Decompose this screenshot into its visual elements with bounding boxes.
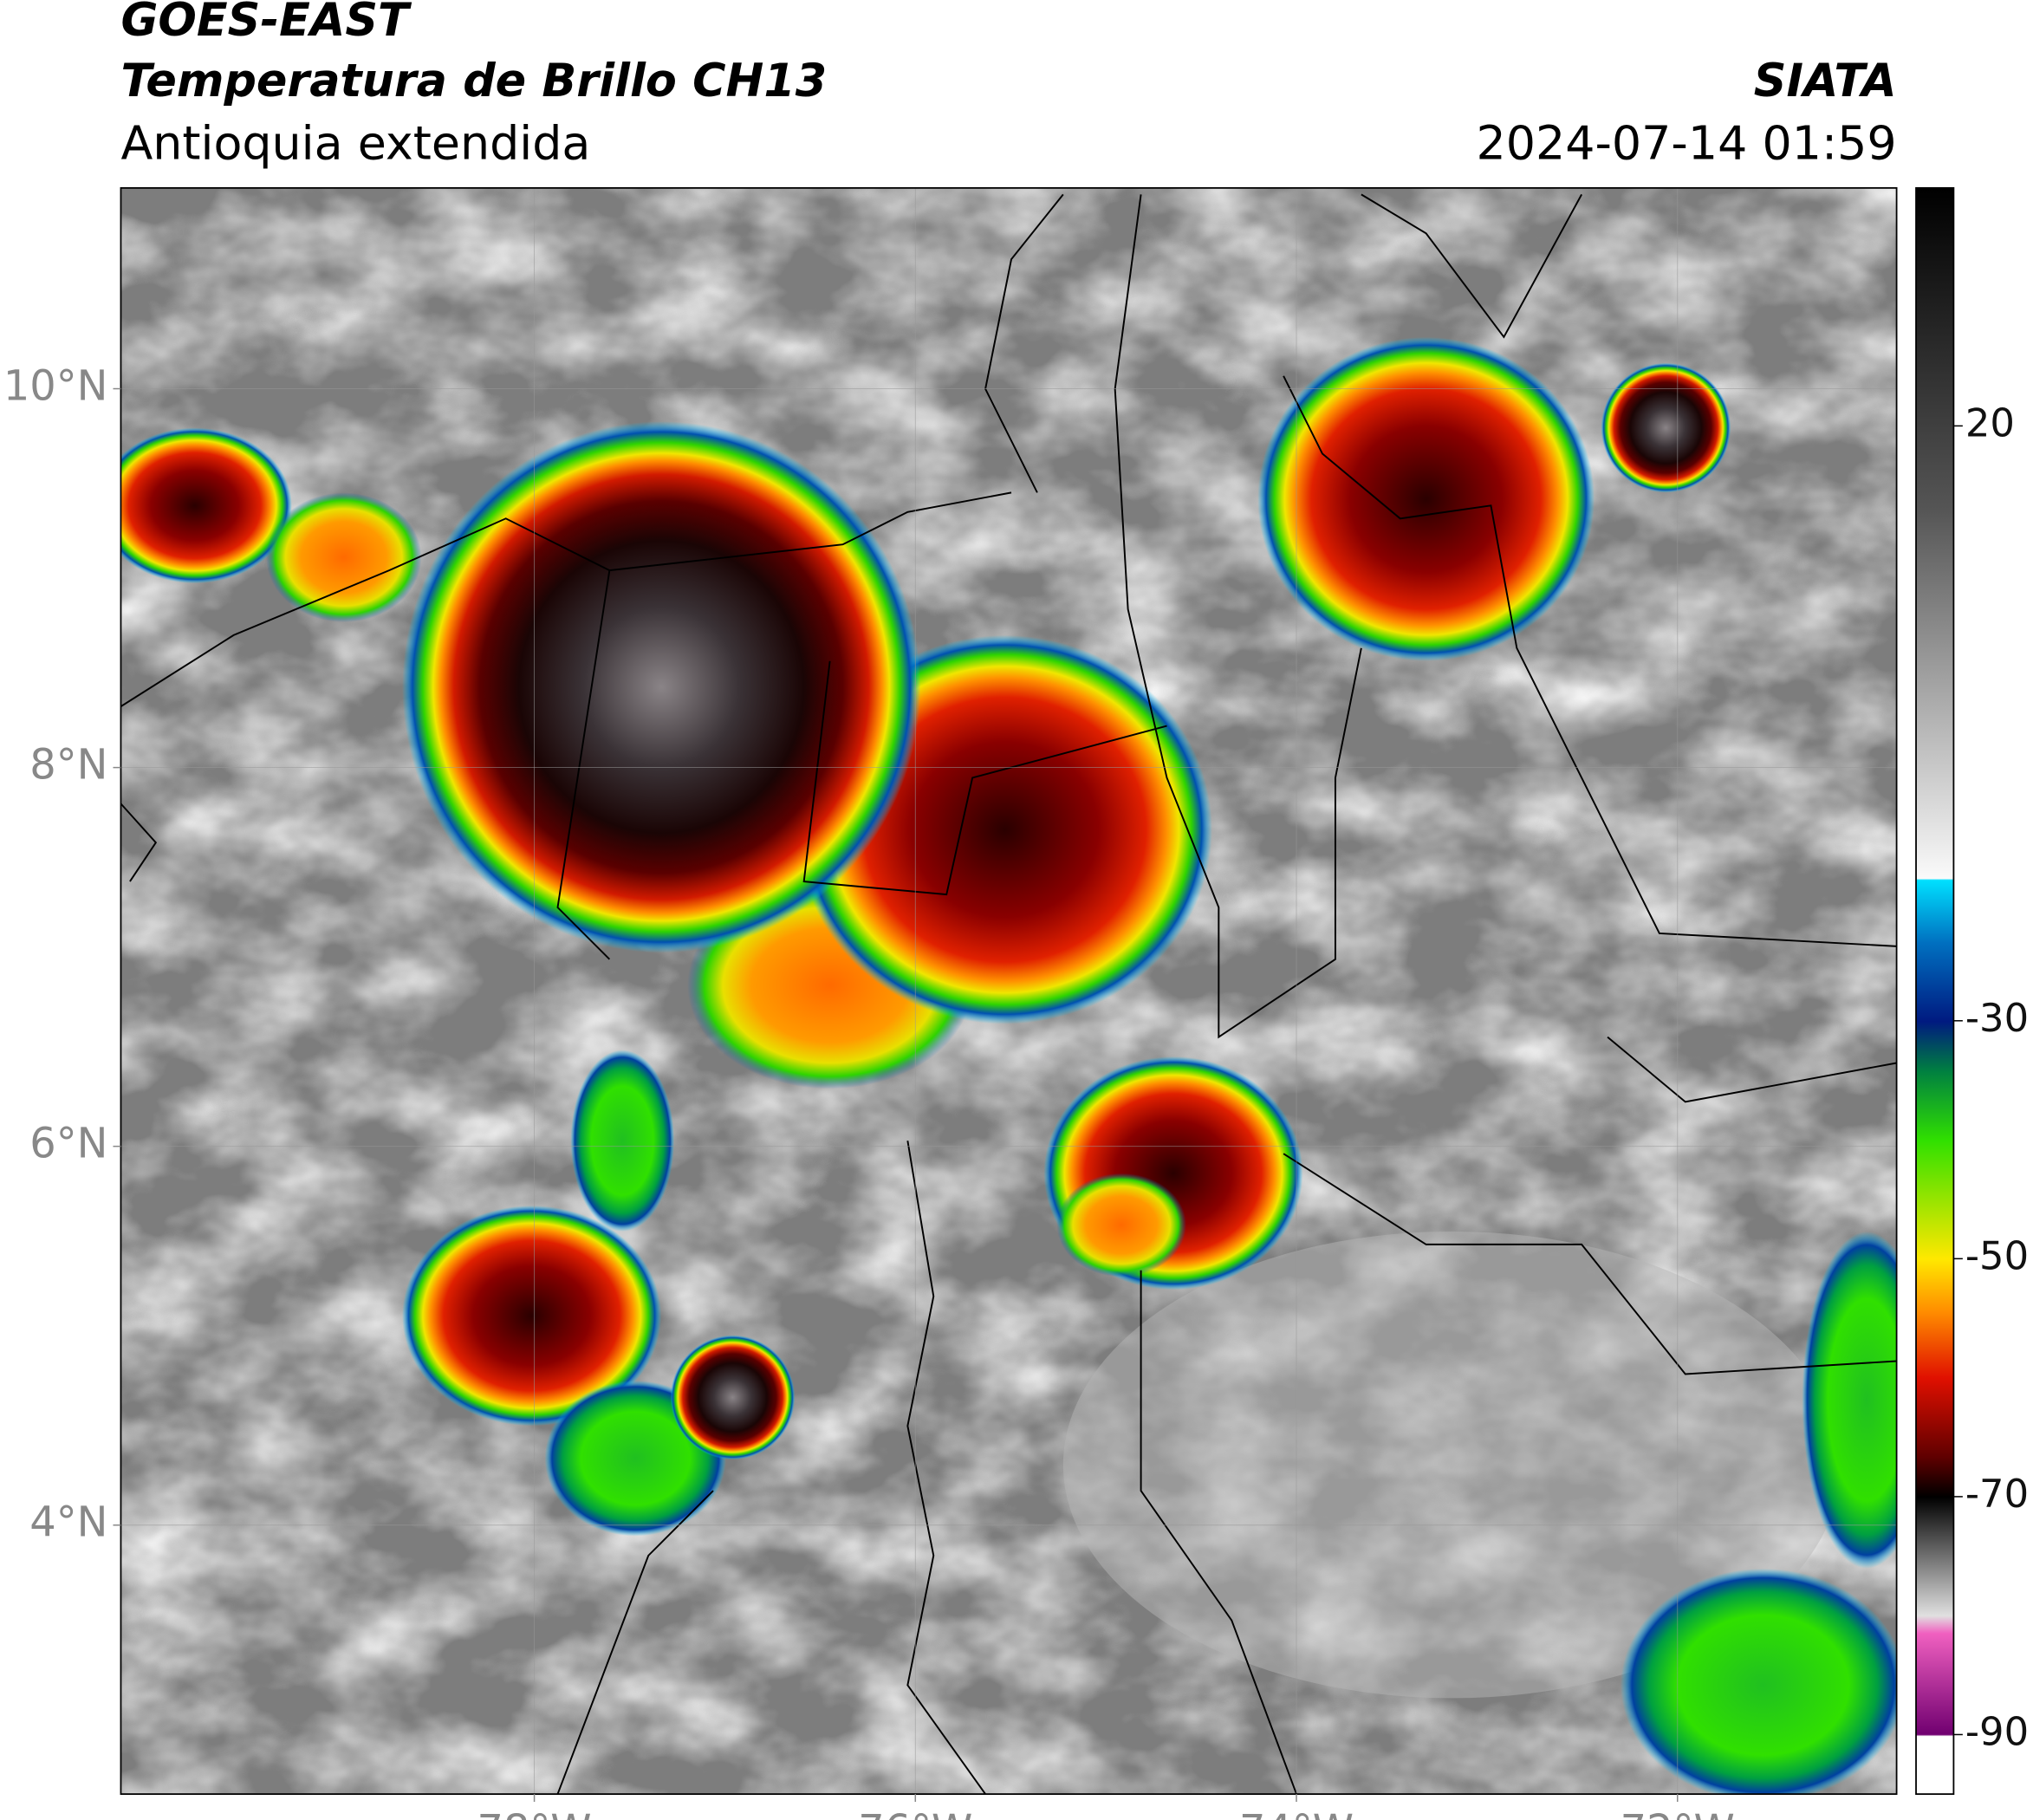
- colorbar-tick-label: -50: [1965, 1232, 2029, 1278]
- y-tick-label: 4°N: [29, 1499, 107, 1547]
- x-tick-label: 74°W: [1239, 1807, 1354, 1820]
- colorbar-tick-label: -30: [1965, 995, 2029, 1041]
- x-tick-label: 78°W: [477, 1807, 591, 1820]
- title-line2: Temperatura de Brillo CH13: [120, 55, 827, 107]
- y-tick-label: 6°N: [29, 1121, 107, 1168]
- title-line1: GOES-EAST: [120, 0, 412, 47]
- subtitle: Antioquia extendida: [120, 116, 590, 171]
- colorbar-tick-label: -90: [1965, 1708, 2029, 1754]
- graticule: [120, 187, 1897, 1795]
- colorbar: [1915, 186, 1955, 1795]
- x-tick-label: 76°W: [858, 1807, 972, 1820]
- y-tick-label: 10°N: [3, 363, 108, 411]
- satellite-image: [120, 187, 1897, 1795]
- colorbar-tick-label: -70: [1965, 1471, 2029, 1517]
- timestamp: 2024-07-14 01:59: [1477, 116, 1897, 171]
- colorbar-tick-label: 20: [1965, 400, 2015, 445]
- organization: SIATA: [1754, 55, 1897, 107]
- x-tick-label: 72°W: [1621, 1807, 1735, 1820]
- y-tick-label: 8°N: [29, 742, 107, 790]
- map-frame: [120, 186, 1898, 1795]
